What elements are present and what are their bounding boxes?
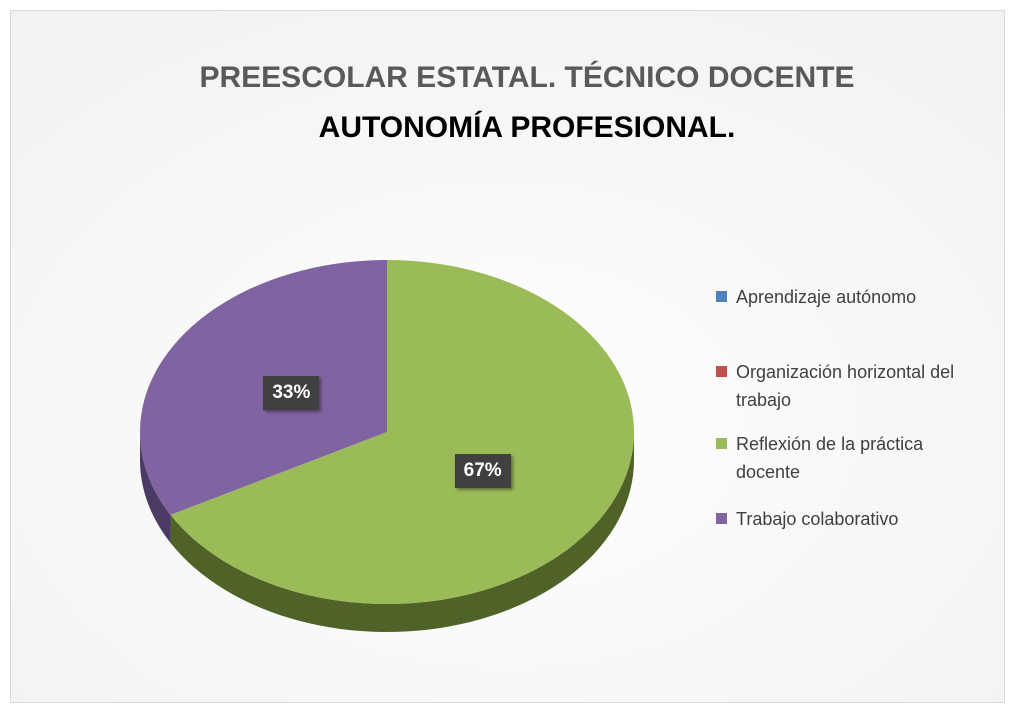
legend-swatch bbox=[716, 366, 727, 377]
legend-item: Trabajo colaborativo bbox=[716, 505, 986, 533]
legend-swatch bbox=[716, 513, 727, 524]
legend-item: Reflexión de la práctica docente bbox=[716, 430, 986, 486]
legend-swatch bbox=[716, 291, 727, 302]
chart-subtitle: AUTONOMÍA PROFESIONAL. bbox=[319, 110, 736, 144]
data-label: 67% bbox=[454, 454, 511, 489]
legend-item: Aprendizaje autónomo bbox=[716, 283, 986, 311]
slice-side bbox=[140, 432, 171, 543]
legend-label: Reflexión de la práctica docente bbox=[736, 434, 924, 482]
pie-slice bbox=[170, 260, 634, 605]
slice-side bbox=[170, 432, 634, 632]
legend-label: Organización horizontal del trabajo bbox=[736, 362, 955, 410]
legend-item: Organización horizontal del trabajo bbox=[716, 358, 986, 414]
chart-title: PREESCOLAR ESTATAL. TÉCNICO DOCENTE bbox=[199, 60, 854, 94]
data-label: 33% bbox=[263, 375, 320, 410]
legend-label: Aprendizaje autónomo bbox=[736, 287, 917, 307]
legend-swatch bbox=[716, 438, 727, 449]
legend-label: Trabajo colaborativo bbox=[736, 509, 899, 529]
